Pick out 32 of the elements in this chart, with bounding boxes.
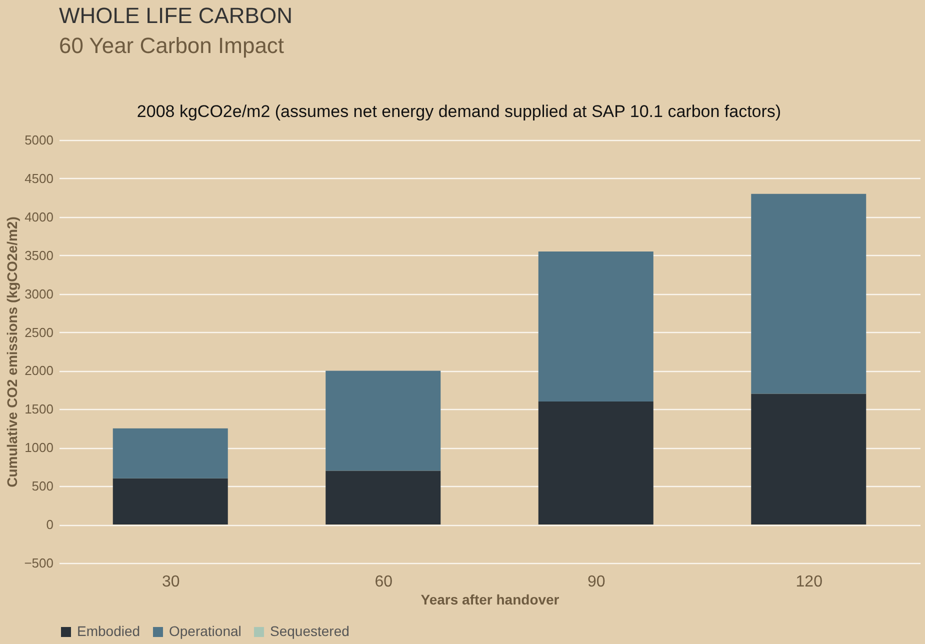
legend-label: Operational (169, 623, 242, 639)
y-tick-label: 3000 (24, 286, 54, 302)
x-tick-label: 60 (374, 574, 393, 590)
bar (751, 394, 866, 525)
bar (326, 370, 441, 471)
text: 2008 kgCO2e/m2 (assumes net energy demand supplied at SAP 10.1 carbon factors) (136, 102, 782, 121)
y-tick-label: 2000 (24, 363, 54, 378)
y-tick-label: 4500 (24, 170, 54, 186)
y-tick-label: 500 (32, 478, 54, 494)
y-tick-label: 2500 (24, 324, 54, 340)
y-tick-label: 5000 (24, 132, 54, 148)
y-axis-title: Cumulative CO2 emissions (kgCO2e/m2) (4, 216, 20, 488)
y-tick-label: 4000 (24, 209, 54, 224)
bar (751, 194, 866, 394)
y-tick-label: 0 (46, 517, 54, 532)
y-tick-label: −500 (24, 556, 54, 570)
bar (112, 428, 228, 478)
bar (538, 401, 654, 525)
bar (538, 252, 654, 402)
bar (326, 470, 441, 525)
chart-subtitle: 60 Year Carbon Impact (59, 33, 284, 58)
chart-title: WHOLE LIFE CARBON (59, 3, 292, 28)
legend-label: Sequestered (270, 623, 350, 639)
x-axis-title: Years after handover (420, 592, 560, 608)
bar (112, 478, 228, 525)
legend-label: Embodied (77, 623, 140, 639)
y-tick-label: 3500 (24, 248, 54, 263)
x-tick-label: 120 (796, 574, 823, 590)
y-tick-label: 1000 (24, 440, 54, 456)
x-tick-label: 30 (162, 574, 180, 590)
y-tick-label: 1500 (24, 402, 54, 417)
x-tick-label: 90 (587, 574, 606, 590)
